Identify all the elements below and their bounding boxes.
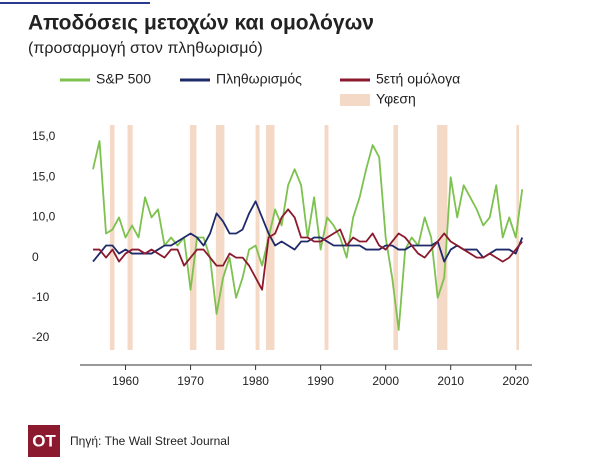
recession-band	[437, 125, 448, 350]
y-tick-label: 15,0	[32, 129, 56, 143]
y-tick-label: 15,0	[32, 169, 56, 183]
recession-band	[127, 125, 133, 350]
recession-band	[255, 125, 260, 350]
logo-box	[28, 425, 60, 457]
legend-label: Πληθωρισμός	[216, 71, 302, 87]
source: Πηγή: The Wall Street Journal	[70, 434, 230, 448]
legend-swatch	[340, 94, 370, 106]
x-tick-label: 1990	[307, 374, 334, 388]
x-tick-label: 2010	[437, 374, 464, 388]
x-tick-label: 2020	[502, 374, 529, 388]
chart-subtitle: (προσαρμογή στον πληθωρισμό)	[28, 40, 263, 57]
logo: OT	[32, 431, 56, 450]
y-tick-label: 10,0	[32, 210, 56, 224]
recession-band	[215, 125, 225, 350]
legend-label: S&P 500	[96, 71, 151, 87]
y-tick-label: -20	[32, 330, 50, 344]
y-tick-label: -10	[32, 290, 50, 304]
series-line	[92, 200, 524, 263]
recession-band	[109, 125, 115, 350]
recession-band	[516, 125, 519, 350]
legend-label: 5ετή ομόλογα	[376, 71, 460, 87]
chart-title: Αποδόσεις μετοχών και ομολόγων	[28, 12, 374, 35]
series-line	[93, 208, 523, 291]
x-tick-label: 1980	[242, 374, 269, 388]
legend-label: Υφεση	[376, 91, 416, 107]
recession-band	[189, 125, 197, 350]
x-tick-label: 1960	[112, 374, 139, 388]
x-tick-label: 2000	[372, 374, 399, 388]
x-tick-label: 1970	[177, 374, 204, 388]
y-tick-label: 0	[32, 250, 39, 264]
